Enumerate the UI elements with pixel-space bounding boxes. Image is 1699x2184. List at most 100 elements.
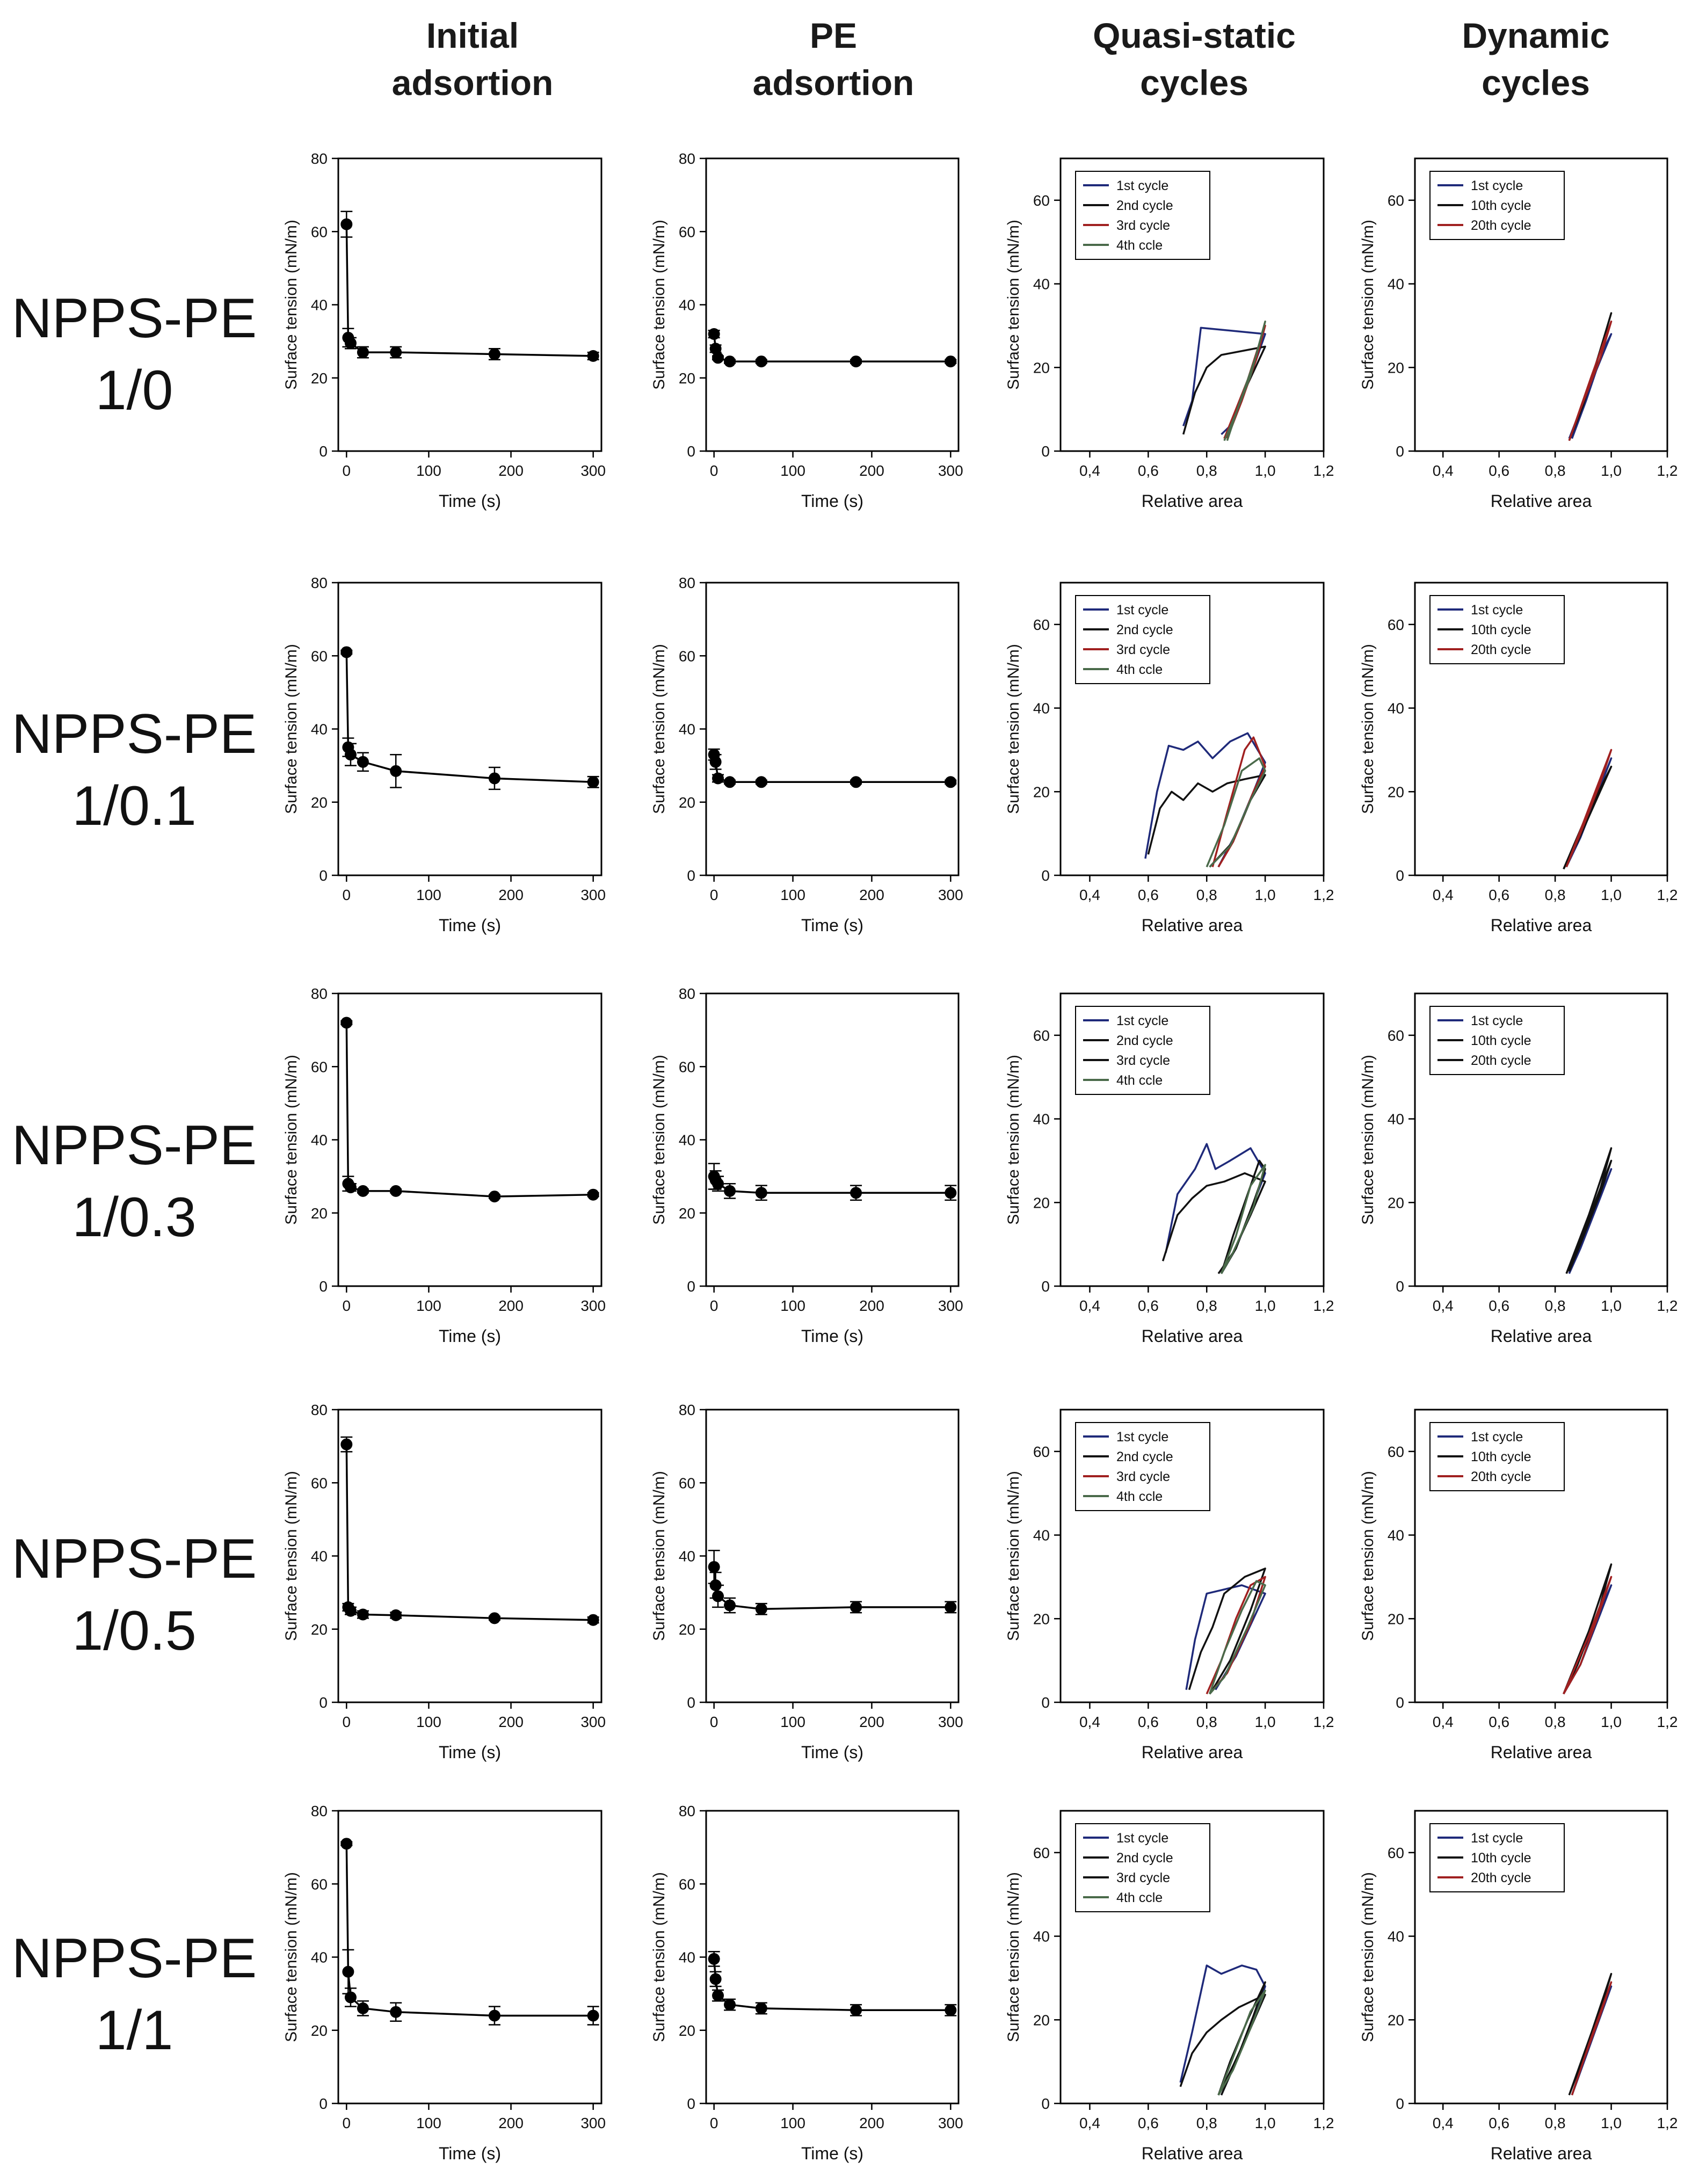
y-tick-label: 60 [311,1058,328,1075]
data-point [709,756,722,768]
cycle-line [1182,345,1266,439]
legend-label: 20th cycle [1471,218,1531,233]
data-point [945,776,957,788]
x-tick-label: 200 [859,887,884,903]
chart-panel-r4-c2: 0 20 40 60 0,4 0,6 0,8 1,0 1,2 Relative area Surfa… [1005,1810,1334,2163]
row-label-line1: NPPS-PE [11,703,257,765]
y-tick-label: 60 [311,1475,328,1491]
data-point [850,2004,862,2016]
series-line [345,224,593,357]
y-tick-label: 80 [311,1803,328,1819]
x-tick-label: 300 [580,462,606,479]
x-axis-label: Relative area [1142,2144,1243,2163]
x-tick-label: 200 [498,887,524,903]
cycle-line [1188,1568,1266,1690]
x-tick-label: 300 [938,1714,963,1730]
y-tick-label: 20 [311,1205,328,1222]
x-tick-label: 0,8 [1545,1714,1566,1730]
y-tick-label: 0 [1041,1694,1050,1711]
legend-label: 2nd cycle [1116,622,1173,637]
series-line [713,1566,951,1610]
x-tick-label: 1,0 [1601,1297,1622,1314]
y-tick-label: 40 [311,1132,328,1149]
x-tick-label: 0,4 [1433,462,1454,479]
legend-label: 4th ccle [1116,238,1163,253]
series-line [345,652,593,783]
y-tick-label: 20 [1388,359,1404,376]
data-point [755,355,767,368]
legend-label: 20th cycle [1471,1870,1531,1885]
y-tick-label: 0 [1396,1278,1404,1295]
x-tick-label: 0,6 [1489,1297,1509,1314]
legend: 1st cycle 10th cycle 20th cycle [1429,171,1565,240]
data-point [712,352,724,364]
data-point [344,1991,357,2004]
column-header-line1: Dynamic [1462,16,1610,55]
legend-label: 1st cycle [1471,178,1523,193]
y-tick-label: 60 [1388,192,1404,209]
x-axis-label: Time (s) [439,1743,501,1762]
data-point [344,337,357,350]
y-tick-label: 40 [1388,1527,1404,1544]
cycle-line [1568,1159,1613,1272]
y-tick-label: 20 [1388,2012,1404,2028]
chart-panel-r3-c1: 0 20 40 60 80 0 100 200 300 Time (s) Surface tensi… [650,1402,963,1762]
data-point [712,1990,724,2002]
y-axis-label: Surface tension (mN/m) [1359,1055,1377,1225]
plot-frame [337,1409,602,1703]
x-tick-label: 0,4 [1433,1297,1454,1314]
x-tick-label: 0 [710,462,718,479]
x-tick-label: 100 [416,1714,441,1730]
cycle-line [1565,749,1613,868]
plot-frame [1059,992,1325,1287]
x-tick-label: 0,6 [1138,1714,1159,1730]
x-tick-label: 0 [710,2115,718,2131]
legend-label: 20th cycle [1471,642,1531,657]
y-tick-label: 0 [1041,2095,1050,2112]
y-tick-label: 20 [679,794,695,811]
y-tick-label: 80 [311,1402,328,1418]
y-tick-label: 60 [679,1058,695,1075]
x-axis-label: Time (s) [801,1743,863,1762]
x-tick-label: 0,4 [1079,1714,1100,1730]
y-tick-label: 0 [1041,443,1050,460]
y-tick-label: 0 [687,2095,695,2112]
legend-label: 4th ccle [1116,1890,1163,1905]
series-line [345,1444,593,1621]
legend: 1st cycle 2nd cycle 3rd cycle 4th ccle [1075,1006,1210,1095]
data-point [755,776,767,788]
data-point [344,1605,357,1617]
x-tick-label: 200 [859,462,884,479]
chart-panel-r2-c3: 0 20 40 60 0,4 0,6 0,8 1,0 1,2 Relative area Surfa… [1359,992,1678,1346]
y-tick-label: 80 [679,1402,695,1418]
x-axis-label: Time (s) [439,491,501,511]
cycle-line [1571,1981,1613,2095]
x-axis-label: Relative area [1491,491,1592,511]
x-tick-label: 0 [343,462,351,479]
data-point [709,1973,722,1985]
legend-label: 1st cycle [1471,1831,1523,1846]
y-tick-label: 40 [679,1132,695,1149]
plot-frame [705,157,960,452]
data-point [945,355,957,368]
x-axis-label: Time (s) [439,916,501,935]
chart-panel-r0-c2: 0 20 40 60 0,4 0,6 0,8 1,0 1,2 Relative area Surfa… [1005,157,1334,511]
x-tick-label: 1,0 [1255,462,1276,479]
x-tick-label: 0 [343,887,351,903]
x-axis-label: Time (s) [801,1326,863,1346]
plot-frame [1059,1409,1325,1703]
chart-panel-r3-c3: 0 20 40 60 0,4 0,6 0,8 1,0 1,2 Relative area Surfa… [1359,1409,1678,1762]
series-line [713,754,951,783]
cycle-line [1568,320,1613,441]
y-tick-label: 40 [1033,1928,1050,1945]
plot-frame [337,1810,602,2105]
data-point [390,346,402,359]
y-tick-label: 40 [1388,1111,1404,1128]
legend-label: 10th cycle [1471,622,1531,637]
y-tick-label: 80 [311,150,328,167]
data-point [850,1601,862,1613]
y-tick-label: 80 [311,985,328,1002]
y-tick-label: 20 [679,370,695,387]
y-tick-label: 0 [319,443,328,460]
y-tick-label: 0 [1396,2095,1404,2112]
